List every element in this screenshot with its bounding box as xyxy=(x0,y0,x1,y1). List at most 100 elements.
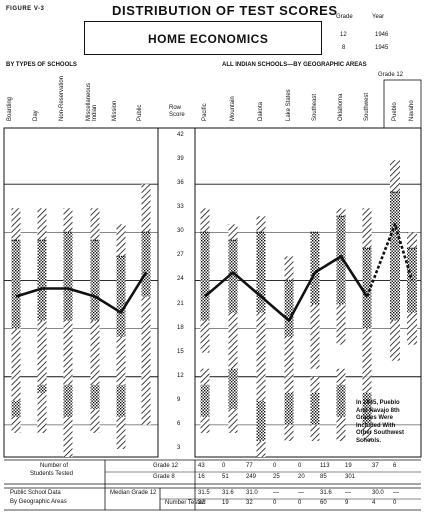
table-cell: 30.0 xyxy=(372,490,384,496)
row-label: Grade 8 xyxy=(153,474,175,480)
y-tick-label: 30 xyxy=(177,228,184,235)
table-cell: 19 xyxy=(222,500,229,506)
grade12-group-label: Grade 12 xyxy=(378,72,404,78)
category-label: Oklahoma xyxy=(338,93,344,121)
category-label: Pacific xyxy=(202,103,208,121)
chart-title: DISTRIBUTION OF TEST SCORES xyxy=(112,3,338,18)
table-cell: 0 xyxy=(298,463,302,469)
table-cell: 19 xyxy=(345,463,352,469)
table-cell: 301 xyxy=(345,474,356,480)
grade-8-cell: 8 xyxy=(342,45,346,51)
table-cell: 0 xyxy=(298,500,302,506)
table-cell: 60 xyxy=(320,500,327,506)
table-cell: 0 xyxy=(273,500,277,506)
category-label: Southeast xyxy=(312,93,318,121)
table-cell: 20 xyxy=(298,474,305,480)
grade-12-cell: 12 xyxy=(340,32,347,38)
category-label: Day xyxy=(33,110,39,121)
category-label: Mission xyxy=(112,100,118,121)
grade12-bar-quartile xyxy=(63,232,73,321)
y-tick-label: 39 xyxy=(177,156,184,163)
table-cell: — xyxy=(273,490,279,496)
table-cell: 37 xyxy=(372,463,379,469)
y-tick-label: 3 xyxy=(177,444,181,451)
table-cell: 31.5 xyxy=(198,490,210,496)
table-cell: 25 xyxy=(273,474,280,480)
median-line-types xyxy=(15,271,148,314)
y-tick-label: 18 xyxy=(177,324,184,331)
table-label: Public School Data xyxy=(10,490,61,496)
grade-header: Grade xyxy=(336,14,353,20)
grade8-bar-quartile xyxy=(362,392,372,425)
geographic-section-label: ALL INDIAN SCHOOLS—BY GEOGRAPHIC AREAS xyxy=(222,62,367,68)
table-cell: 31.0 xyxy=(246,490,258,496)
grade12-bar-quartile xyxy=(228,240,238,313)
grade12-bar-quartile xyxy=(90,240,100,321)
median-lines xyxy=(15,222,414,322)
table-cell: 31.6 xyxy=(222,490,234,496)
year-1946-cell: 1946 xyxy=(375,32,389,38)
grade12-bracket xyxy=(383,79,422,129)
category-label: Miscellaneous Indian xyxy=(86,82,98,121)
subject-title: HOME ECONOMICS xyxy=(148,32,269,46)
year-header: Year xyxy=(372,14,385,20)
category-label: Mountain xyxy=(230,96,236,121)
y-tick-label: 36 xyxy=(177,180,184,187)
table-cell: 85 xyxy=(320,474,327,480)
table-cell: — xyxy=(345,490,351,496)
grade12-bar-quartile xyxy=(141,232,151,297)
y-tick-label: 42 xyxy=(177,132,184,139)
y-tick-label: 21 xyxy=(177,300,184,307)
grade12-bar-quartile xyxy=(336,216,346,305)
table-cell: 51 xyxy=(222,474,229,480)
category-label: Non-Reservation xyxy=(59,75,65,121)
table-cell: — xyxy=(298,490,304,496)
grade12-bar-quartile xyxy=(390,192,400,321)
grade12-bar-quartile xyxy=(200,232,210,321)
grade12-bar-quartile xyxy=(11,240,21,329)
table-cell: 16 xyxy=(198,474,205,480)
table-cell: 0 xyxy=(222,463,226,469)
table-label: Number of xyxy=(40,463,69,469)
chart-frame xyxy=(3,79,422,458)
y-tick-label: 12 xyxy=(177,372,184,379)
table-cell: — xyxy=(393,490,399,496)
row-label: Grade 12 xyxy=(153,463,179,469)
table-cell: 43 xyxy=(198,463,205,469)
grade12-bar-quartile xyxy=(256,232,266,313)
table-cell: 32 xyxy=(246,500,253,506)
grade12-bar-quartile xyxy=(116,256,126,337)
table-cell: 31.6 xyxy=(320,490,332,496)
row-label: Number Tested xyxy=(165,500,206,506)
table-cell: 0 xyxy=(393,500,397,506)
grade8-bar-quartile xyxy=(336,384,346,417)
table-cell: 9 xyxy=(345,500,349,506)
types-section-label: BY TYPES OF SCHOOLS xyxy=(6,62,77,68)
note-box: In 1945, Pueblo And Navajo 8th Grades Were… xyxy=(356,400,405,444)
grade12-bar-quartile xyxy=(284,280,294,337)
grade8-bar-quartile xyxy=(256,400,266,441)
figure-label: FIGURE V-3 xyxy=(6,6,45,12)
grade8-bar-quartile xyxy=(200,384,210,417)
y-tick-label: 24 xyxy=(177,276,184,283)
category-label: Boarding xyxy=(7,96,13,121)
median-line-areas xyxy=(204,255,369,322)
category-label: Public xyxy=(137,104,143,121)
grade12-bar-quartile xyxy=(37,240,47,321)
y-tick-label: 15 xyxy=(177,348,184,355)
grade12-bar-quartile xyxy=(310,232,320,305)
grade12-bar-quartile xyxy=(362,248,372,329)
y-tick-label: 27 xyxy=(177,252,184,259)
grade8-bar-quartile xyxy=(310,392,320,425)
table-cell: 249 xyxy=(246,474,257,480)
category-label: Navaho xyxy=(409,100,415,121)
gridlines xyxy=(4,183,421,426)
table-cell: 77 xyxy=(246,463,253,469)
category-label: Lake States xyxy=(286,89,292,121)
table-lines xyxy=(4,459,421,511)
table-cell: 0 xyxy=(273,463,277,469)
y-tick-label: 33 xyxy=(177,204,184,211)
y-tick-label: 9 xyxy=(177,396,181,403)
panel-frame-1 xyxy=(3,127,159,458)
